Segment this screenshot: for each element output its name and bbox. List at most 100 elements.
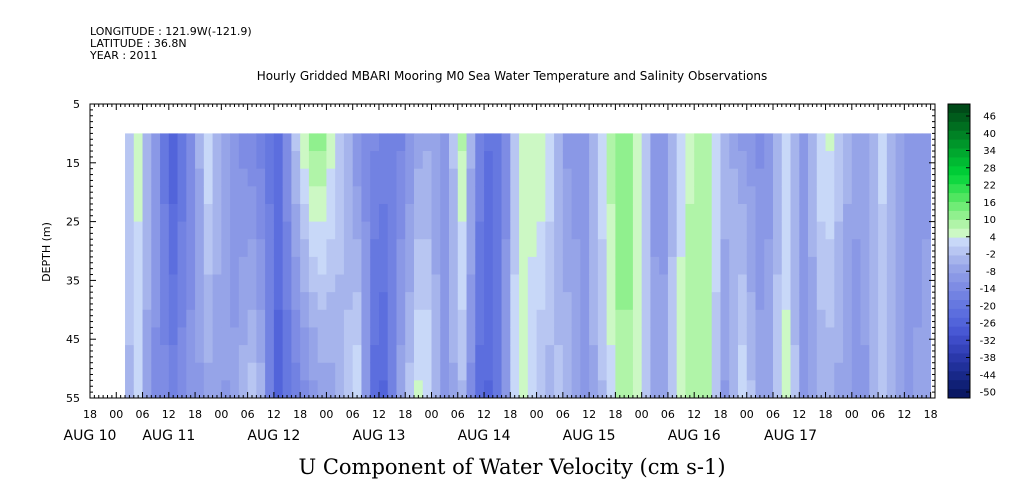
heatmap-cell [352,186,362,205]
heatmap-cell [659,380,669,399]
heatmap-cell [519,309,529,328]
heatmap-cell [256,203,266,222]
heatmap-cell [510,345,520,364]
heatmap-cell [702,327,713,346]
heatmap-cell [720,133,730,152]
heatmap-cell [702,362,713,381]
heatmap-cell [212,362,222,381]
heatmap-cell [352,151,362,170]
heatmap-cell [720,186,730,205]
heatmap-cell [133,186,143,205]
heatmap-cell [151,292,161,311]
heatmap-cell [501,292,511,311]
heatmap-cell [361,256,371,275]
heatmap-cell [195,362,205,381]
heatmap-cell [457,345,467,364]
heatmap-cell [370,274,380,293]
heatmap-cell [755,256,765,275]
heatmap-cell [834,186,844,205]
heatmap-cell [466,380,476,399]
heatmap-cell [265,274,275,293]
heatmap-cell [536,345,546,364]
heatmap-cell [755,168,765,187]
heatmap-cell [475,345,485,364]
heatmap-cell [317,203,327,222]
x-tick-label: 12 [897,408,911,421]
heatmap-cell [221,274,231,293]
heatmap-cell [449,239,459,258]
heatmap-cell [921,256,932,275]
heatmap-cell [606,327,616,346]
heatmap-cell [737,362,748,381]
heatmap-cell [886,221,896,240]
heatmap-cell [606,380,616,399]
heatmap-cell [510,186,520,205]
heatmap-cell [291,256,301,275]
heatmap-cell [536,203,546,222]
heatmap-cell [825,327,835,346]
heatmap-cell [676,274,686,293]
heatmap-cell [501,151,511,170]
heatmap-cell [904,221,914,240]
heatmap-cell [317,309,327,328]
heatmap-cell [492,380,502,399]
heatmap-cell [667,133,678,152]
heatmap-cell [878,309,888,328]
heatmap-cell [422,327,432,346]
heatmap-cell [133,256,143,275]
heatmap-cell [790,256,800,275]
heatmap-cell [492,327,502,346]
heatmap-cell [781,345,791,364]
colorbar-swatch [948,389,970,399]
heatmap-cell [834,274,844,293]
heatmap-cell [554,256,564,275]
heatmap-cell [860,327,870,346]
heatmap-cell [737,345,748,364]
heatmap-cell [238,203,249,222]
heatmap-cell [816,327,826,346]
heatmap-cell [300,309,310,328]
heatmap-cell [816,309,826,328]
heatmap-cell [825,309,835,328]
heatmap-cell [860,274,870,293]
heatmap-cell [694,151,704,170]
heatmap-cell [413,151,424,170]
colorbar-swatch [948,210,970,221]
heatmap-cell [378,345,389,364]
heatmap-cell [597,309,608,328]
heatmap-cell [720,345,730,364]
heatmap-cell [694,203,704,222]
heatmap-cell [764,186,774,205]
heatmap-cell [720,221,730,240]
heatmap-cell [282,221,292,240]
heatmap-cell [484,345,494,364]
heatmap-cell [449,274,459,293]
heatmap-cell [886,256,896,275]
heatmap-cell [624,256,634,275]
heatmap-cell [238,256,249,275]
heatmap-cell [650,345,660,364]
heatmap-cell [790,309,800,328]
heatmap-cell [737,168,748,187]
heatmap-cell [545,362,555,381]
heatmap-cell [361,151,371,170]
heatmap-cell [265,133,275,152]
heatmap-cell [160,345,170,364]
heatmap-cell [308,327,319,346]
heatmap-cell [913,327,923,346]
heatmap-cell [834,292,844,311]
heatmap-cell [195,292,205,311]
heatmap-cell [519,274,529,293]
heatmap-cell [335,345,345,364]
heatmap-cell [702,203,713,222]
heatmap-cell [475,274,485,293]
heatmap-cell [650,309,660,328]
heatmap-cell [457,380,467,399]
heatmap-cell [667,345,678,364]
heatmap-cell [536,309,546,328]
heatmap-cell [308,362,319,381]
heatmap-cell [519,168,529,187]
heatmap-cell [300,345,310,364]
heatmap-cell [921,186,932,205]
heatmap-cell [729,274,739,293]
